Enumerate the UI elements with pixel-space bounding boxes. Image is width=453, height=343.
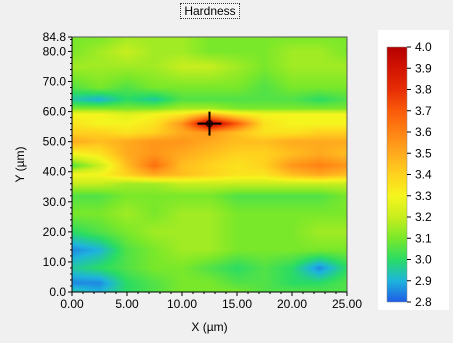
x-tick-label: 10.00 <box>167 297 197 311</box>
y-tick-label: 70.0 <box>43 75 67 89</box>
x-tick-label: 15.00 <box>222 297 252 311</box>
chart-title: Hardness <box>180 3 240 19</box>
colorbar-tick-label: 3.0 <box>415 253 432 267</box>
x-tick-label: 0.00 <box>60 297 84 311</box>
colorbar-tick-label: 3.6 <box>415 125 432 139</box>
y-tick-label: 20.0 <box>43 225 67 239</box>
colorbar-tick-label: 4.0 <box>415 40 432 54</box>
x-tick-label: 25.00 <box>332 297 362 311</box>
y-tick-label: 0.0 <box>49 285 66 299</box>
colorbar-tick-label: 2.8 <box>415 295 432 309</box>
colorbar-tick-label: 3.5 <box>415 146 432 160</box>
y-tick-label: 40.0 <box>43 165 67 179</box>
colorbar-tick-label: 3.2 <box>415 210 432 224</box>
y-tick-label: 50.0 <box>43 135 67 149</box>
y-tick-label: 60.0 <box>43 105 67 119</box>
x-axis-title: X (µm) <box>191 320 227 334</box>
y-tick-label: 84.8 <box>43 30 67 44</box>
heatmap-surface <box>72 37 347 292</box>
x-tick-label: 20.00 <box>277 297 307 311</box>
x-tick-label: 5.00 <box>115 297 139 311</box>
y-tick-label: 80.0 <box>43 44 67 58</box>
y-axis-title: Y (µm) <box>13 146 27 182</box>
crosshair-center <box>206 120 213 128</box>
colorbar-tick-label: 3.7 <box>415 104 432 118</box>
colorbar-tick-label: 3.3 <box>415 189 432 203</box>
colorbar-tick-label: 3.1 <box>415 231 432 245</box>
colorbar-tick-label: 2.9 <box>415 274 432 288</box>
colorbar-tick-label: 3.9 <box>415 61 432 75</box>
colorbar-tick-label: 3.4 <box>415 168 432 182</box>
y-tick-label: 30.0 <box>43 195 67 209</box>
y-tick-label: 10.0 <box>43 255 67 269</box>
colorbar-tick-label: 3.8 <box>415 83 432 97</box>
colorbar-gradient <box>386 46 408 303</box>
